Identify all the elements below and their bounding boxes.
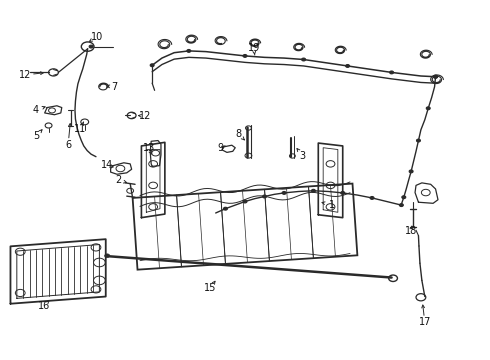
Text: 17: 17 <box>418 318 431 327</box>
Text: 3: 3 <box>299 150 306 161</box>
Circle shape <box>263 195 267 198</box>
Text: 15: 15 <box>204 283 216 293</box>
Text: 13: 13 <box>143 143 155 153</box>
Circle shape <box>105 254 110 257</box>
Circle shape <box>434 75 438 78</box>
Text: 8: 8 <box>236 129 242 139</box>
Text: 10: 10 <box>91 32 103 41</box>
Circle shape <box>434 75 438 78</box>
Circle shape <box>426 107 430 110</box>
Text: 5: 5 <box>33 131 39 141</box>
Circle shape <box>390 71 393 74</box>
Text: 4: 4 <box>33 105 39 115</box>
Text: 7: 7 <box>111 82 117 92</box>
Circle shape <box>402 196 406 199</box>
Circle shape <box>243 54 247 57</box>
Circle shape <box>223 207 227 210</box>
Text: 14: 14 <box>101 159 113 170</box>
Text: 1: 1 <box>329 200 335 210</box>
Text: 2: 2 <box>115 175 121 185</box>
Circle shape <box>187 49 191 52</box>
Circle shape <box>370 197 374 199</box>
Circle shape <box>312 189 316 192</box>
Text: 6: 6 <box>65 140 71 150</box>
Text: 9: 9 <box>218 143 223 153</box>
Circle shape <box>302 58 306 61</box>
Circle shape <box>341 192 344 194</box>
Circle shape <box>409 170 413 173</box>
Text: 16: 16 <box>38 301 50 311</box>
Circle shape <box>416 139 420 142</box>
Circle shape <box>243 200 247 203</box>
Circle shape <box>89 45 93 48</box>
Circle shape <box>399 204 403 207</box>
Circle shape <box>150 64 154 67</box>
Text: 19: 19 <box>247 43 260 53</box>
Text: 11: 11 <box>74 124 86 134</box>
Text: 18: 18 <box>405 226 417 236</box>
Text: 12: 12 <box>19 70 31 80</box>
Circle shape <box>345 64 349 67</box>
Circle shape <box>282 192 286 194</box>
Text: 12: 12 <box>139 111 151 121</box>
